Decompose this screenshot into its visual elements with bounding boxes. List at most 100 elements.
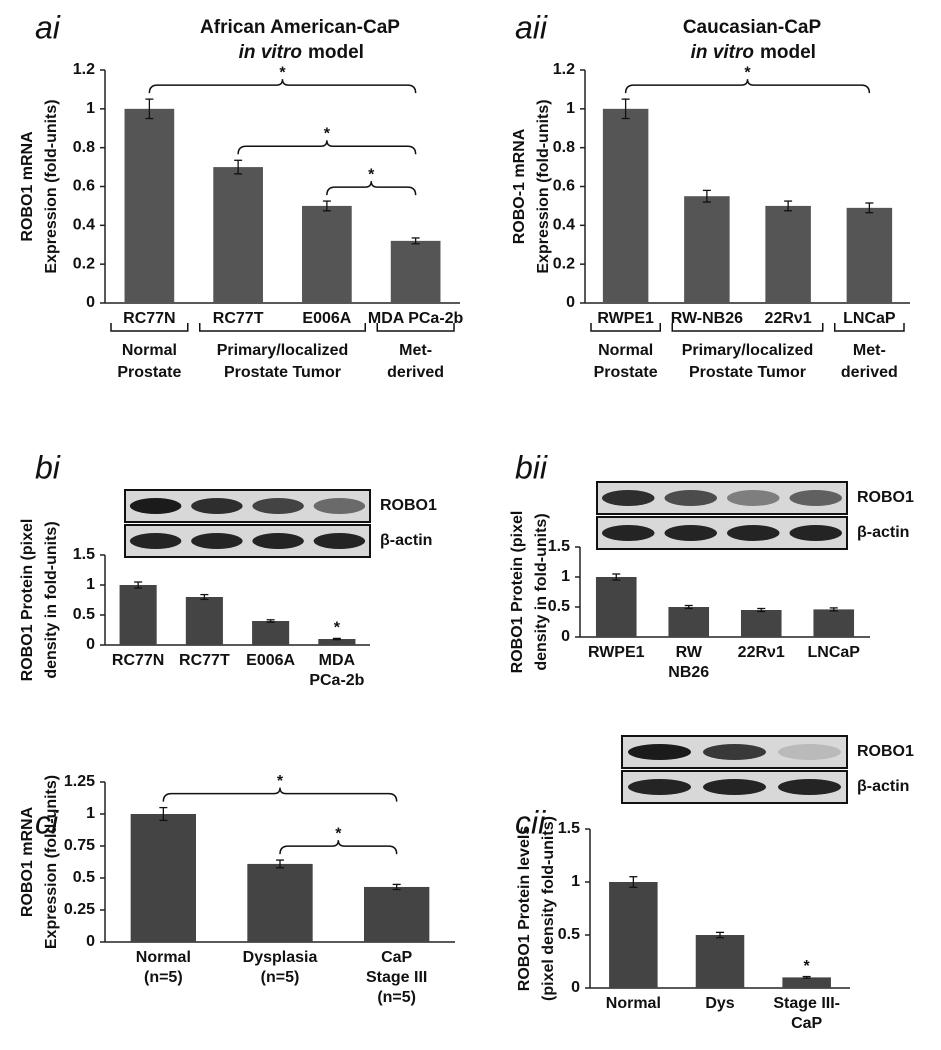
blot-band [727, 525, 780, 541]
bar [124, 108, 175, 303]
bar [302, 205, 352, 303]
significance-star: * [804, 958, 811, 975]
y-tick-label: 1 [561, 568, 570, 585]
blot-band [664, 490, 717, 506]
y-tick-label: 0 [571, 979, 580, 996]
blot-band [191, 533, 243, 549]
y-axis-label: ROBO1 Protein levels [516, 826, 533, 991]
chart-subtitle-em: in vitro [239, 42, 302, 63]
blot-band [628, 744, 691, 760]
blot-band [129, 498, 182, 514]
blot-band [602, 525, 655, 541]
y-tick-label: 1.5 [73, 546, 95, 563]
y-tick-label: 0.8 [553, 139, 575, 156]
significance-star: * [324, 126, 331, 143]
x-tick-label: RC77T [179, 652, 230, 669]
y-tick-label: 0 [561, 628, 570, 645]
group-label: Prostate Tumor [689, 364, 806, 381]
panel-2: bi ROBO1 Protein (pixel density in fold-un… [19, 449, 437, 689]
bar [609, 882, 658, 988]
y-tick-label: 1 [571, 873, 580, 890]
significance-star: * [334, 620, 341, 637]
y-axis-label: density in fold-units) [533, 513, 550, 670]
x-tick-label: E006A [246, 652, 295, 669]
blot-band [727, 490, 780, 506]
blot-band [789, 525, 842, 541]
blot-label: ROBO1 [380, 497, 437, 514]
blot-label: ROBO1 [857, 489, 914, 506]
y-tick-label: 0.5 [548, 598, 570, 615]
panel-1: aii Caucasian-CaP in vitro model ROBO-1 mRNA… [511, 9, 910, 381]
y-tick-label: 0.5 [73, 606, 95, 623]
y-tick-label: 0.2 [73, 255, 95, 272]
bar [252, 621, 290, 645]
group-label: Primary/localized [682, 342, 814, 359]
y-tick-label: 1.2 [73, 61, 95, 78]
blot-band [789, 490, 842, 506]
y-tick-label: 0.6 [553, 178, 575, 195]
y-tick-label: 0.5 [73, 869, 95, 886]
group-label: Normal [598, 342, 653, 359]
x-tick-label: CaP [381, 949, 412, 966]
blot-band [602, 490, 655, 506]
panel-label: ai [35, 9, 61, 45]
x-tick-label: CaP [791, 1015, 822, 1032]
y-axis-label: (pixel density fold-units) [540, 816, 557, 1001]
y-axis-label: ROBO1 Protein (pixel [19, 519, 36, 682]
chart-title: Caucasian-CaP [683, 17, 822, 38]
x-tick-label: RWPE1 [597, 310, 654, 327]
y-tick-label: 0.75 [64, 837, 95, 854]
y-tick-label: 1 [566, 100, 575, 117]
x-tick-label: RC77T [213, 310, 264, 327]
chart-subtitle: model [760, 42, 816, 63]
y-tick-label: 0.8 [73, 139, 95, 156]
panel-3: bii ROBO1 Protein (pixel density in fold-u… [509, 449, 914, 681]
bar [318, 639, 356, 645]
y-axis-label: ROBO1 mRNA [19, 131, 36, 242]
bar [130, 814, 196, 942]
x-tick-label: E006A [302, 310, 351, 327]
x-tick-label: RW [676, 644, 703, 661]
blot-label: ROBO1 [857, 743, 914, 760]
group-label: Prostate [117, 364, 181, 381]
y-tick-label: 0 [86, 636, 95, 653]
bar [185, 597, 223, 645]
bar [765, 205, 811, 303]
blot-label: β-actin [857, 524, 909, 541]
blot-label: β-actin [857, 778, 909, 795]
x-tick-label: 22Rν1 [738, 644, 785, 661]
x-tick-label: (n=5) [377, 989, 416, 1006]
blot-band [313, 498, 366, 514]
bar [846, 207, 893, 303]
blot-band [191, 498, 243, 514]
panel-0: ai African American-CaP in vitro model ROBO1… [19, 9, 463, 381]
group-bracket [376, 323, 455, 332]
bar [813, 609, 855, 637]
significance-star: * [335, 825, 342, 842]
x-tick-label: (n=5) [144, 969, 183, 986]
blot-band [313, 533, 366, 549]
bar [364, 886, 430, 942]
y-tick-label: 0 [86, 933, 95, 950]
group-label: derived [841, 364, 898, 381]
chart-subtitle-em: in vitro [691, 42, 754, 63]
chart-title: African American-CaP [200, 17, 400, 38]
x-tick-label: RC77N [112, 652, 164, 669]
y-tick-label: 1.5 [548, 538, 570, 555]
blot-band [252, 498, 304, 514]
group-bracket [110, 323, 189, 332]
y-axis-label: ROBO1 mRNA [19, 806, 36, 917]
bar [602, 108, 649, 303]
blot-band [252, 533, 304, 549]
y-axis-label: density in fold-units) [43, 521, 60, 678]
significance-bracket [326, 181, 417, 196]
group-label: Met- [399, 342, 432, 359]
y-axis-label: Expression (fold-units) [43, 775, 60, 949]
x-tick-label: Normal [606, 995, 661, 1012]
bar [695, 935, 745, 988]
bar [119, 585, 157, 645]
bar [213, 167, 263, 303]
blot-band [778, 779, 841, 795]
y-axis-label: ROBO-1 mRNA [511, 128, 528, 244]
